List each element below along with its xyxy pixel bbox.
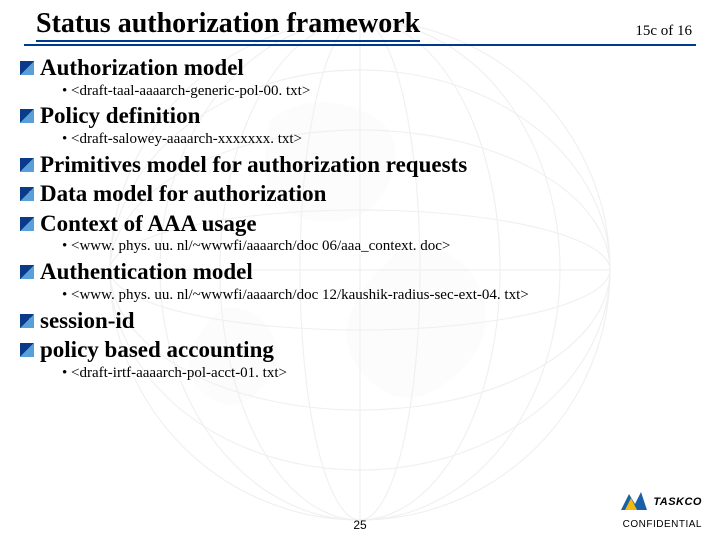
logo: TASKCO [619,490,702,514]
title-row: Status authorization framework 15c of 16 [0,0,720,42]
list-item-text: Policy definition [40,102,200,130]
list-item: Data model for authorization [20,180,700,208]
slide-title: Status authorization framework [36,8,420,42]
list-item: Policy definition [20,102,700,130]
list-item: Context of AAA usage [20,210,700,238]
list-subitem: <draft-taal-aaaarch-generic-pol-00. txt> [20,82,700,101]
logo-text: TASKCO [653,496,702,508]
footer: TASKCO CONFIDENTIAL 25 [0,480,720,534]
slide-number: 25 [353,518,366,532]
list-item: Primitives model for authorization reque… [20,151,700,179]
bullet-icon [20,158,34,172]
list-item: Authentication model [20,258,700,286]
title-underline [24,44,696,46]
list-item-text: session-id [40,307,135,335]
slide: Status authorization framework 15c of 16… [0,0,720,540]
bullet-icon [20,265,34,279]
bullet-icon [20,109,34,123]
list-item-text: Authentication model [40,258,253,286]
logo-mark-icon [619,490,649,514]
page-counter: 15c of 16 [635,23,696,42]
confidential-label: CONFIDENTIAL [623,519,702,530]
list-item: policy based accounting [20,336,700,364]
list-subitem: <www. phys. uu. nl/~wwwfi/aaaarch/doc 06… [20,237,700,256]
list-item-text: Data model for authorization [40,180,326,208]
list-item-text: Authorization model [40,54,244,82]
list-subitem: <www. phys. uu. nl/~wwwfi/aaaarch/doc 12… [20,286,700,305]
bullet-icon [20,314,34,328]
list-item: session-id [20,307,700,335]
bullet-icon [20,61,34,75]
list-item-text: policy based accounting [40,336,274,364]
list-subitem: <draft-irtf-aaaarch-pol-acct-01. txt> [20,364,700,383]
list-subitem: <draft-salowey-aaaarch-xxxxxxx. txt> [20,130,700,149]
list-item-text: Context of AAA usage [40,210,257,238]
bullet-icon [20,217,34,231]
content-area: Authorization model<draft-taal-aaaarch-g… [0,42,720,383]
list-item: Authorization model [20,54,700,82]
bullet-icon [20,343,34,357]
bullet-icon [20,187,34,201]
list-item-text: Primitives model for authorization reque… [40,151,467,179]
